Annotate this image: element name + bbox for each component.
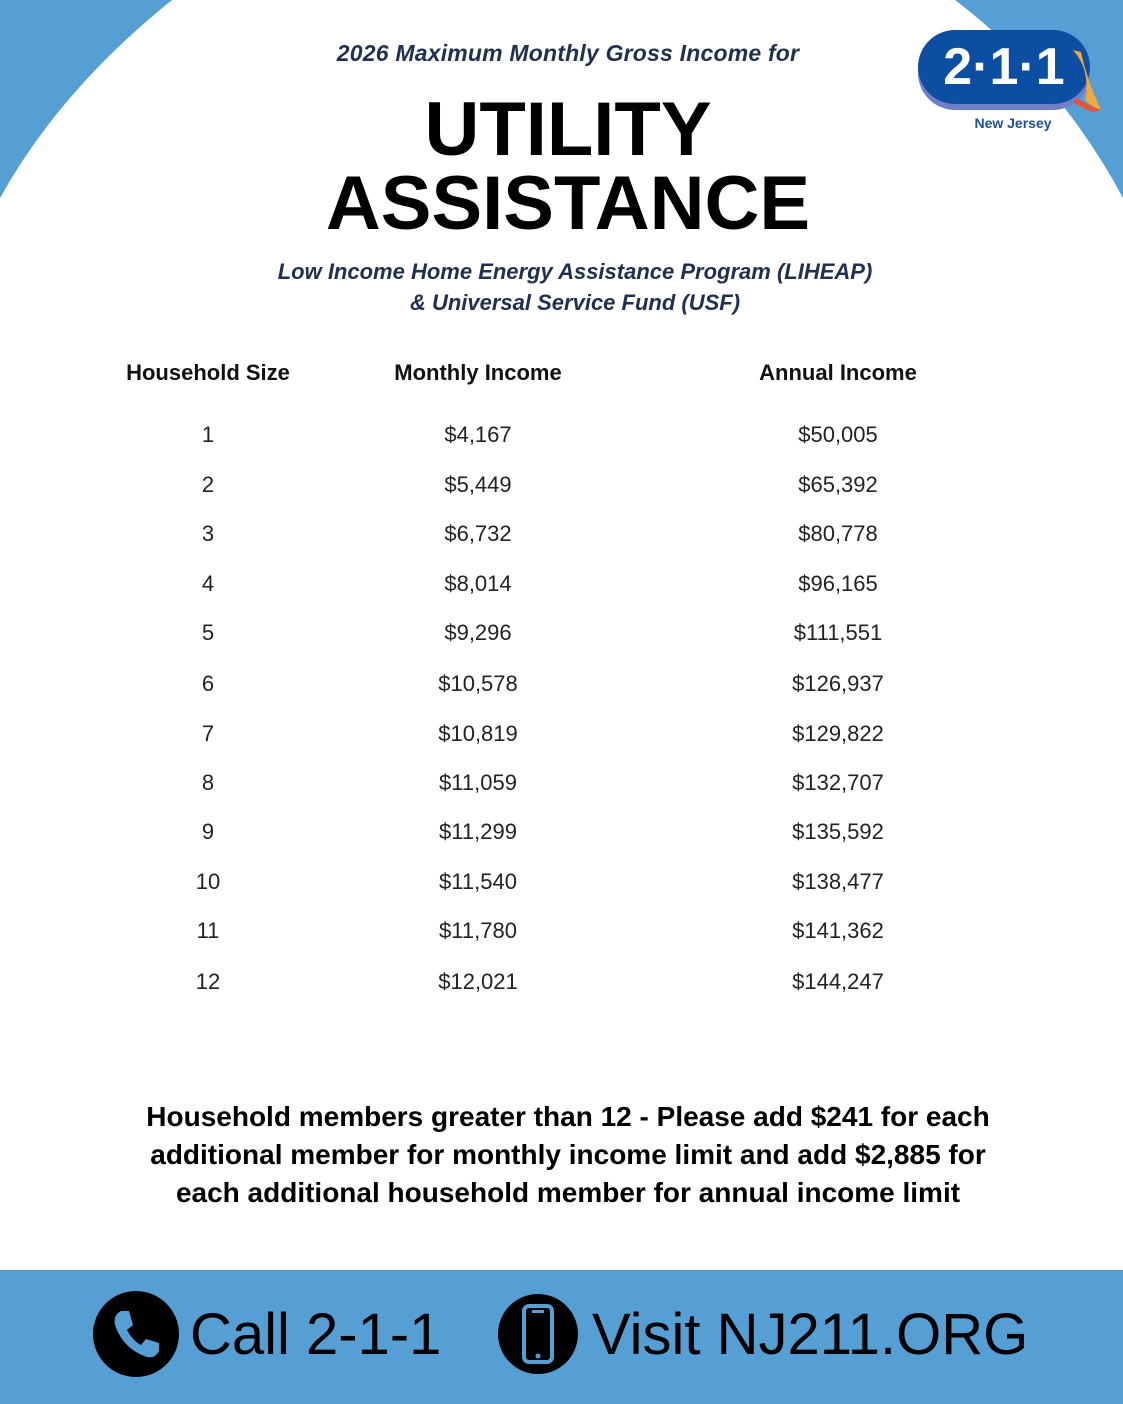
cell-annual-income: $138,477: [792, 869, 884, 894]
additional-member-note: Household members greater than 12 - Plea…: [0, 1098, 1123, 1212]
phone-icon: [93, 1291, 179, 1377]
logo-text: 2·1·1: [943, 38, 1065, 96]
subtitle-line-1: Low Income Home Energy Assistance Progra…: [277, 259, 873, 284]
call-link[interactable]: Call 2-1-1: [190, 1302, 442, 1367]
cell-annual-income: $126,937: [792, 671, 884, 696]
cell-monthly-income: $6,732: [444, 521, 512, 546]
corner-top-left: [0, 0, 172, 198]
cell-household-size: 3: [201, 521, 215, 546]
cell-monthly-income: $10,819: [438, 721, 518, 746]
cell-monthly-income: $12,021: [438, 969, 518, 994]
cell-household-size: 10: [195, 869, 221, 894]
cell-annual-income: $135,592: [792, 819, 884, 844]
cell-monthly-income: $5,449: [444, 472, 512, 497]
cell-monthly-income: $11,540: [439, 869, 517, 894]
cell-annual-income: $65,392: [798, 472, 878, 497]
cell-household-size: 7: [201, 721, 215, 746]
cell-monthly-income: $9,296: [444, 620, 512, 645]
cell-annual-income: $96,165: [798, 571, 878, 596]
cell-household-size: 4: [201, 571, 215, 596]
cell-household-size: 6: [201, 671, 215, 696]
cell-annual-income: $111,551: [793, 620, 883, 645]
cell-household-size: 9: [201, 819, 215, 844]
logo-tail-icon: [1073, 50, 1101, 112]
cell-annual-income: $80,778: [798, 521, 878, 546]
cell-household-size: 2: [201, 472, 215, 497]
cell-monthly-income: $4,167: [444, 422, 512, 447]
cell-household-size: 12: [195, 969, 221, 994]
note-line-2: additional member for monthly income lim…: [150, 1139, 986, 1170]
header-household-size: Household Size: [126, 360, 290, 385]
cell-monthly-income: $11,299: [439, 819, 517, 844]
cell-annual-income: $144,247: [792, 969, 884, 994]
note-line-1: Household members greater than 12 - Plea…: [146, 1101, 990, 1132]
title-line-1: UTILITY: [424, 87, 712, 172]
header-annual-income: Annual Income: [759, 360, 917, 385]
cell-monthly-income: $11,059: [439, 770, 517, 795]
cell-household-size: 5: [201, 620, 215, 645]
subtitle-line-2: & Universal Service Fund (USF): [409, 290, 741, 315]
pretitle: 2026 Maximum Monthly Gross Income for: [336, 40, 800, 66]
cell-household-size: 11: [196, 918, 220, 943]
footer-band: Call 2-1-1 Visit NJ211.ORG: [0, 1270, 1123, 1404]
visit-link[interactable]: Visit NJ211.ORG: [592, 1302, 1029, 1367]
cell-monthly-income: $8,014: [444, 571, 512, 596]
title-line-2: ASSISTANCE: [325, 161, 811, 246]
cell-annual-income: $141,362: [792, 918, 884, 943]
smartphone-icon: [498, 1294, 578, 1374]
cell-monthly-income: $10,578: [438, 671, 518, 696]
note-line-3: each additional household member for ann…: [175, 1177, 961, 1208]
logo-region: New Jersey: [974, 115, 1052, 131]
logo-211: 2·1·1: [918, 30, 1101, 112]
cell-annual-income: $50,005: [798, 422, 878, 447]
cell-monthly-income: $11,780: [439, 918, 517, 943]
cell-annual-income: $132,707: [792, 770, 884, 795]
cell-household-size: 8: [201, 770, 215, 795]
cell-annual-income: $129,822: [792, 721, 884, 746]
cell-household-size: 1: [201, 422, 215, 447]
header-monthly-income: Monthly Income: [394, 360, 562, 385]
